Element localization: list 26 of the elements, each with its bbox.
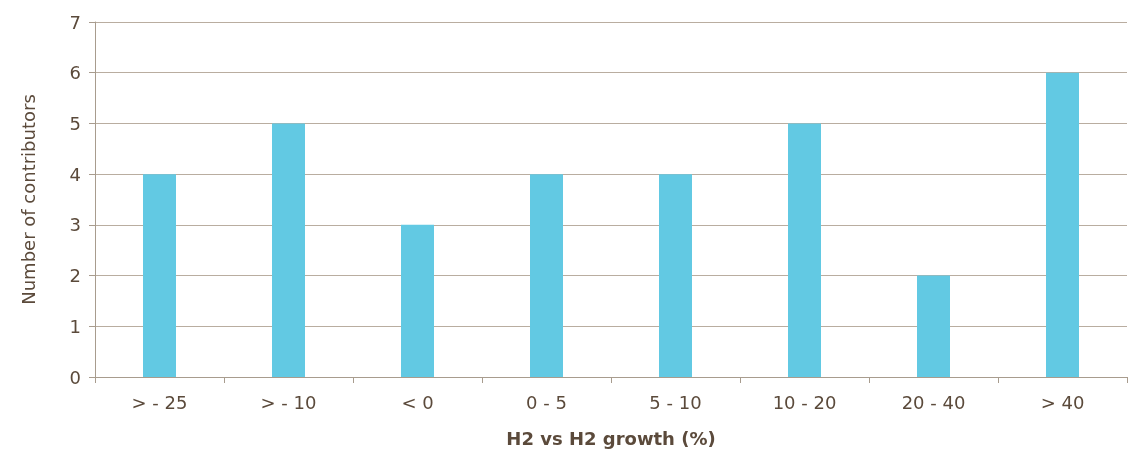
x-tick-label: > - 10	[260, 391, 317, 413]
x-tick-label: > 40	[1040, 391, 1085, 413]
y-tick-label: 3	[69, 214, 81, 236]
bar	[143, 174, 176, 377]
y-tick-label: 4	[69, 163, 81, 185]
bar	[530, 174, 563, 377]
bar	[1046, 72, 1079, 377]
bar	[272, 123, 305, 377]
bar	[659, 174, 692, 377]
bar	[401, 224, 434, 377]
x-tick-label: 0 - 5	[526, 391, 567, 413]
y-tick-label: 2	[69, 265, 81, 287]
x-tick-label: 10 - 20	[772, 391, 837, 413]
bar	[917, 275, 950, 377]
y-tick-label: 5	[69, 112, 81, 134]
x-tick-label: < 0	[401, 391, 434, 413]
bar	[788, 123, 821, 377]
y-tick-label: 6	[69, 62, 81, 84]
x-tick-label: 5 - 10	[649, 391, 702, 413]
x-tick-label: 20 - 40	[901, 391, 966, 413]
x-tick-label: > - 25	[131, 391, 188, 413]
y-axis-title: Number of contributors	[17, 94, 39, 305]
y-tick-label: 1	[69, 315, 81, 337]
x-axis-title: H2 vs H2 growth (%)	[506, 427, 716, 449]
y-tick-label: 7	[69, 11, 81, 33]
y-tick-label: 0	[69, 366, 81, 388]
